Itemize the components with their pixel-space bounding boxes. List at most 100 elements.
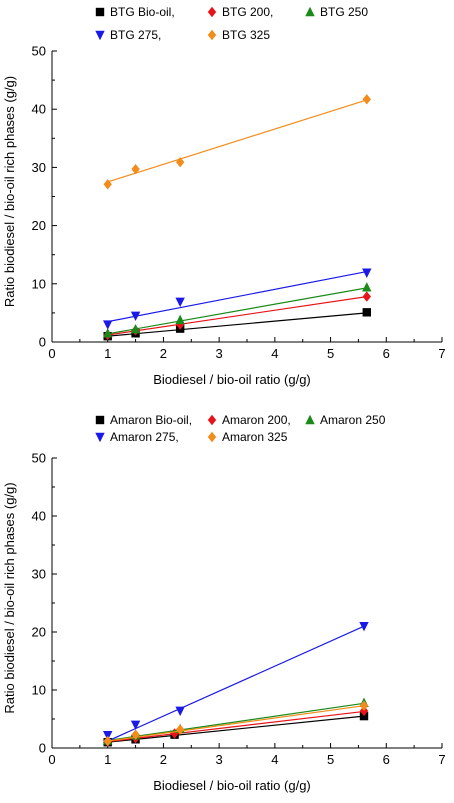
series-1 <box>103 308 371 341</box>
legend-marker <box>207 29 217 41</box>
series-2 <box>103 705 369 747</box>
series-fit-line <box>107 287 367 335</box>
series-fit-line <box>107 99 367 183</box>
y-tick-label: 40 <box>32 509 46 524</box>
data-point <box>103 320 113 330</box>
data-point <box>130 720 141 730</box>
data-point <box>175 156 185 168</box>
legend-marker <box>95 30 105 41</box>
legend: BTG Bio-oil, BTG 200, BTG 250 BTG 275, BTG 3… <box>95 5 368 42</box>
series-4 <box>103 268 372 330</box>
legend-label: Amaron 325 <box>222 430 288 444</box>
data-point <box>362 268 372 278</box>
data-point <box>103 735 112 747</box>
legend-marker <box>95 415 105 425</box>
x-tick-label: 1 <box>104 346 111 361</box>
data-point <box>103 179 112 190</box>
y-tick-label: 20 <box>32 625 46 640</box>
x-tick-label: 4 <box>271 752 278 767</box>
y-tick-label: 0 <box>39 335 46 350</box>
series-fit-line <box>107 270 367 323</box>
series-5 <box>103 94 371 190</box>
x-tick-label: 5 <box>327 346 334 361</box>
legend-marker <box>207 431 217 443</box>
data-point <box>175 724 185 735</box>
series-5 <box>103 700 369 747</box>
y-tick-label: 10 <box>32 276 46 291</box>
data-point <box>130 311 141 322</box>
data-point <box>359 705 369 717</box>
legend-label: Amaron 275, <box>110 430 179 444</box>
legend-marker <box>95 7 105 17</box>
data-point <box>359 622 369 632</box>
legend-label: BTG Bio-oil, <box>110 5 175 19</box>
legend-marker <box>207 414 217 426</box>
series-1 <box>103 711 369 747</box>
x-tick-label: 4 <box>271 346 278 361</box>
data-point <box>103 328 113 338</box>
data-point <box>359 711 369 721</box>
x-tick-label: 2 <box>160 346 167 361</box>
series-fit-line <box>107 625 365 742</box>
data-point <box>130 323 141 334</box>
y-tick-label: 30 <box>32 567 46 582</box>
x-tick-label: 3 <box>216 752 223 767</box>
y-tick-label: 40 <box>32 102 46 117</box>
legend-label: Amaron 250 <box>320 413 386 427</box>
data-point <box>103 731 113 741</box>
y-axis-title: Ratio biodiesel / bio-oil rich phases (g… <box>2 482 17 713</box>
series-3 <box>103 282 372 338</box>
y-tick-label: 50 <box>32 451 46 466</box>
x-tick-label: 3 <box>216 346 223 361</box>
legend-label: BTG 325 <box>222 28 270 42</box>
legend-marker <box>95 432 105 443</box>
data-point <box>175 314 185 325</box>
x-axis-title: Biodiesel / bio-oil ratio (g/g) <box>153 778 311 793</box>
chart-panel-1: 0 10 20 30 40 50 0 1 2 3 4 5 6 7 Biodiesel / bio-oil r… <box>2 5 446 387</box>
x-tick-label: 7 <box>438 752 445 767</box>
x-tick-label: 5 <box>327 752 334 767</box>
data-point <box>362 282 372 292</box>
data-point <box>131 163 140 175</box>
x-tick-label: 6 <box>383 346 390 361</box>
data-point <box>175 297 185 308</box>
data-point <box>362 94 371 105</box>
data-point <box>362 291 371 302</box>
data-point <box>131 729 140 740</box>
legend-marker <box>305 6 315 17</box>
data-point <box>175 319 185 330</box>
series-fit-line <box>107 702 365 742</box>
series-4 <box>103 622 369 742</box>
legend-marker <box>207 6 217 18</box>
series-fit-line <box>107 705 365 742</box>
x-axis-title: Biodiesel / bio-oil ratio (g/g) <box>153 372 311 387</box>
x-tick-label: 0 <box>48 346 55 361</box>
y-tick-label: 50 <box>32 44 46 59</box>
legend: Amaron Bio-oil, Amaron 200, Amaron 250 Amar… <box>95 413 386 444</box>
x-tick-label: 2 <box>160 752 167 767</box>
legend-marker <box>305 414 315 425</box>
x-tick-label: 0 <box>48 752 55 767</box>
legend-label: BTG 250 <box>320 5 368 19</box>
x-tick-label: 6 <box>383 752 390 767</box>
series-fit-line <box>107 710 365 743</box>
legend-label: BTG 200, <box>222 5 273 19</box>
data-point <box>359 700 369 711</box>
series-fit-line <box>107 715 365 743</box>
data-point <box>175 706 185 717</box>
y-tick-label: 30 <box>32 160 46 175</box>
x-tick-label: 1 <box>104 752 111 767</box>
y-tick-label: 20 <box>32 218 46 233</box>
series-fit-line <box>107 312 367 337</box>
y-axis-title: Ratio biodiesel / bio-oil rich phases (g… <box>2 76 17 307</box>
chart-panel-2: 0 10 20 30 40 50 0 1 2 3 4 5 6 7 Biodiesel / bio-oil r… <box>2 413 446 793</box>
legend-label: BTG 275, <box>110 28 161 42</box>
legend-label: Amaron Bio-oil, <box>110 413 192 427</box>
y-tick-label: 0 <box>39 741 46 756</box>
x-tick-label: 7 <box>438 346 445 361</box>
legend-label: Amaron 200, <box>222 413 291 427</box>
series-fit-line <box>107 296 367 336</box>
data-point <box>362 308 371 317</box>
y-tick-label: 10 <box>32 683 46 698</box>
